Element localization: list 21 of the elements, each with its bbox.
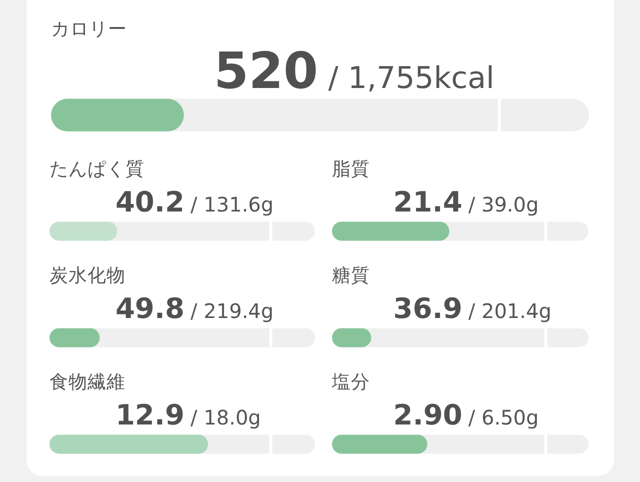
text: 食物繊維 [50,372,126,393]
data-label: 520 [214,42,318,100]
text: カロリー [51,19,127,40]
data-label: / 219.4g [190,299,274,323]
text: たんぱく質 [50,159,144,180]
data-label: / 6.50g [468,406,539,430]
data-label: 12.9 [115,398,185,432]
data-label: / 1,755kcal [328,61,494,96]
data-label: / 39.0g [468,192,539,216]
data-label: 36.9 [393,292,462,325]
data-label: / 131.6g [190,192,274,216]
text: 糖質 [332,266,370,286]
text: 脂質 [332,159,370,180]
data-label: 21.4 [393,186,462,218]
data-label: 49.8 [115,292,185,325]
data-label: 40.2 [115,186,185,218]
data-label: 2.90 [393,398,462,432]
data-label: / 201.4g [468,299,552,323]
text: 塩分 [331,372,370,393]
data-label: / 18.0g [190,406,261,430]
text: 炭水化物 [50,266,126,286]
